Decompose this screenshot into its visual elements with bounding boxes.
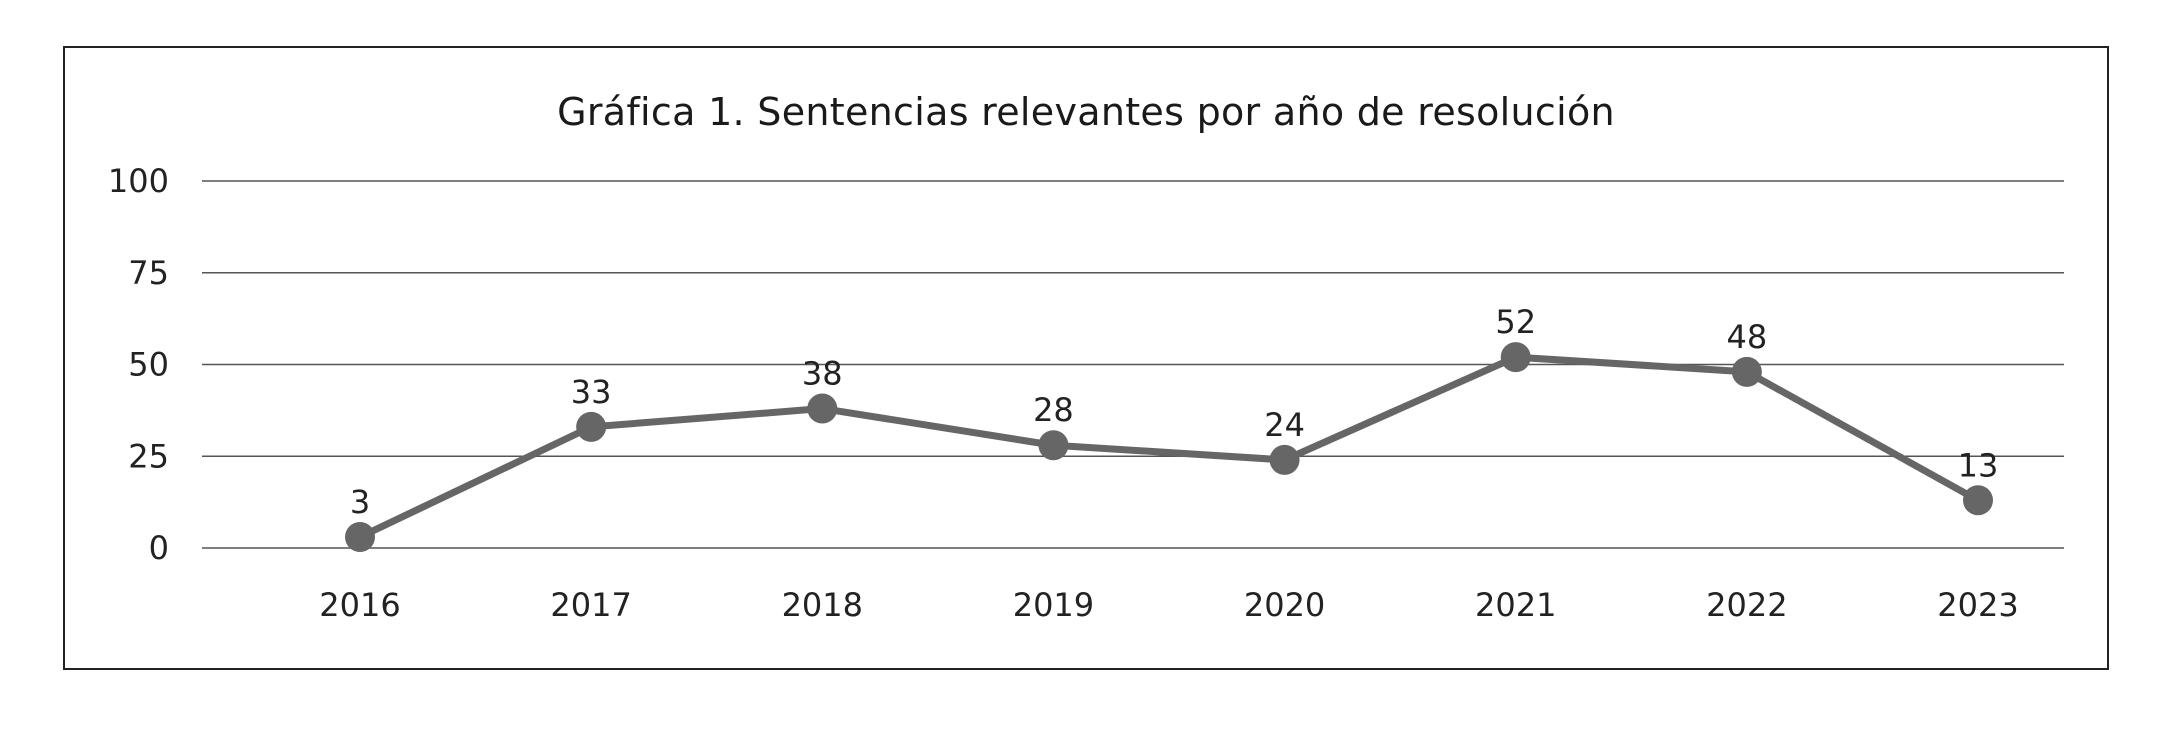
- x-tick-label-2023: 2023: [1937, 586, 2018, 624]
- y-tick-label-75: 75: [128, 254, 169, 292]
- chart-frame: Gráfica 1. Sentencias relevantes por año…: [63, 46, 2109, 670]
- x-tick-label-2017: 2017: [550, 586, 631, 624]
- y-tick-label-50: 50: [128, 346, 169, 384]
- x-tick-label-2016: 2016: [319, 586, 400, 624]
- series-line: [356, 353, 1982, 541]
- chart-title: Gráfica 1. Sentencias relevantes por año…: [557, 90, 1615, 134]
- data-label-2023: 13: [1958, 446, 1999, 484]
- y-axis-ticks: 0 25 50 75 100: [108, 162, 169, 567]
- x-axis-ticks: 2016 2017 2018 2019 2020 2021 2022 2023: [319, 586, 2018, 624]
- data-point-2019: [1038, 430, 1069, 461]
- y-tick-label-100: 100: [108, 162, 169, 200]
- data-point-2017: [576, 411, 607, 442]
- x-tick-label-2019: 2019: [1013, 586, 1094, 624]
- data-point-2021: [1500, 342, 1531, 373]
- y-tick-label-0: 0: [149, 529, 169, 567]
- series-line-layer: [356, 353, 1982, 541]
- data-label-2017: 33: [571, 373, 612, 411]
- data-label-2020: 24: [1264, 406, 1305, 444]
- data-point-2016: [345, 521, 375, 552]
- data-label-2016: 3: [350, 483, 370, 521]
- data-point-2023: [1963, 485, 1993, 516]
- y-tick-label-25: 25: [128, 437, 169, 475]
- x-tick-label-2018: 2018: [782, 586, 863, 624]
- x-tick-label-2022: 2022: [1706, 586, 1787, 624]
- x-tick-label-2021: 2021: [1475, 586, 1556, 624]
- series-points: [345, 342, 1993, 552]
- grid-lines: [202, 180, 2064, 549]
- data-label-2021: 52: [1495, 303, 1536, 341]
- data-label-2019: 28: [1033, 391, 1074, 429]
- data-point-2022: [1731, 356, 1762, 387]
- data-label-2022: 48: [1726, 318, 1767, 356]
- data-point-2020: [1269, 444, 1300, 475]
- x-tick-label-2020: 2020: [1244, 586, 1325, 624]
- data-point-2018: [807, 393, 838, 424]
- data-label-2018: 38: [802, 355, 843, 393]
